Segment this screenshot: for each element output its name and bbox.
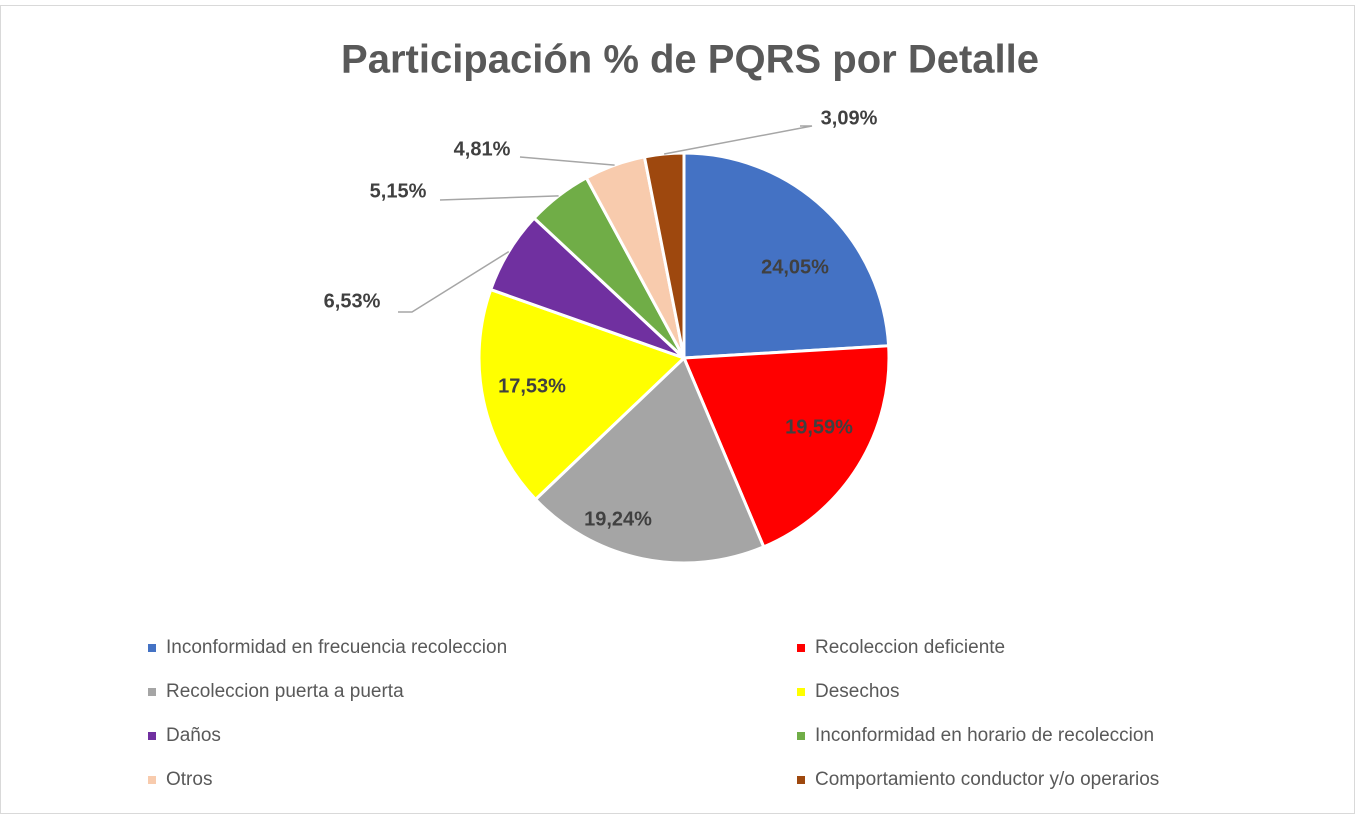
data-label: 19,59% [785, 416, 853, 438]
data-label: 5,15% [370, 180, 427, 202]
legend-marker [797, 688, 805, 696]
legend-label: Comportamiento conductor y/o operarios [815, 769, 1159, 790]
legend-label: Inconformidad en horario de recoleccion [815, 725, 1154, 746]
legend-marker [148, 776, 156, 784]
leader-line [439, 195, 559, 201]
pie-slice [477, 287, 687, 502]
legend-marker [797, 732, 805, 740]
legend-marker [148, 732, 156, 740]
data-label: 3,09% [821, 107, 878, 129]
legend-label: Desechos [815, 681, 900, 702]
legend-label: Inconformidad en frecuencia recoleccion [166, 637, 507, 658]
legend-marker [148, 644, 156, 652]
legend-label: Daños [166, 725, 221, 746]
leader-line [398, 250, 510, 313]
leader-line [663, 125, 813, 155]
data-label: 6,53% [324, 290, 381, 312]
data-label: 19,24% [584, 508, 652, 530]
chart-title: Participación % de PQRS por Detalle [341, 38, 1039, 82]
data-label: 24,05% [761, 256, 829, 278]
pie-slice [681, 344, 891, 549]
legend-marker [797, 776, 805, 784]
data-label: 4,81% [454, 138, 511, 160]
legend-label: Recoleccion deficiente [815, 637, 1005, 658]
data-label: 17,53% [498, 375, 566, 397]
legend-marker [148, 688, 156, 696]
pie-slice [533, 355, 766, 565]
legend-label: Recoleccion puerta a puerta [166, 681, 404, 702]
legend-label: Otros [166, 769, 212, 790]
pie-slice [682, 151, 891, 360]
leader-line [519, 156, 615, 166]
legend-marker [797, 644, 805, 652]
